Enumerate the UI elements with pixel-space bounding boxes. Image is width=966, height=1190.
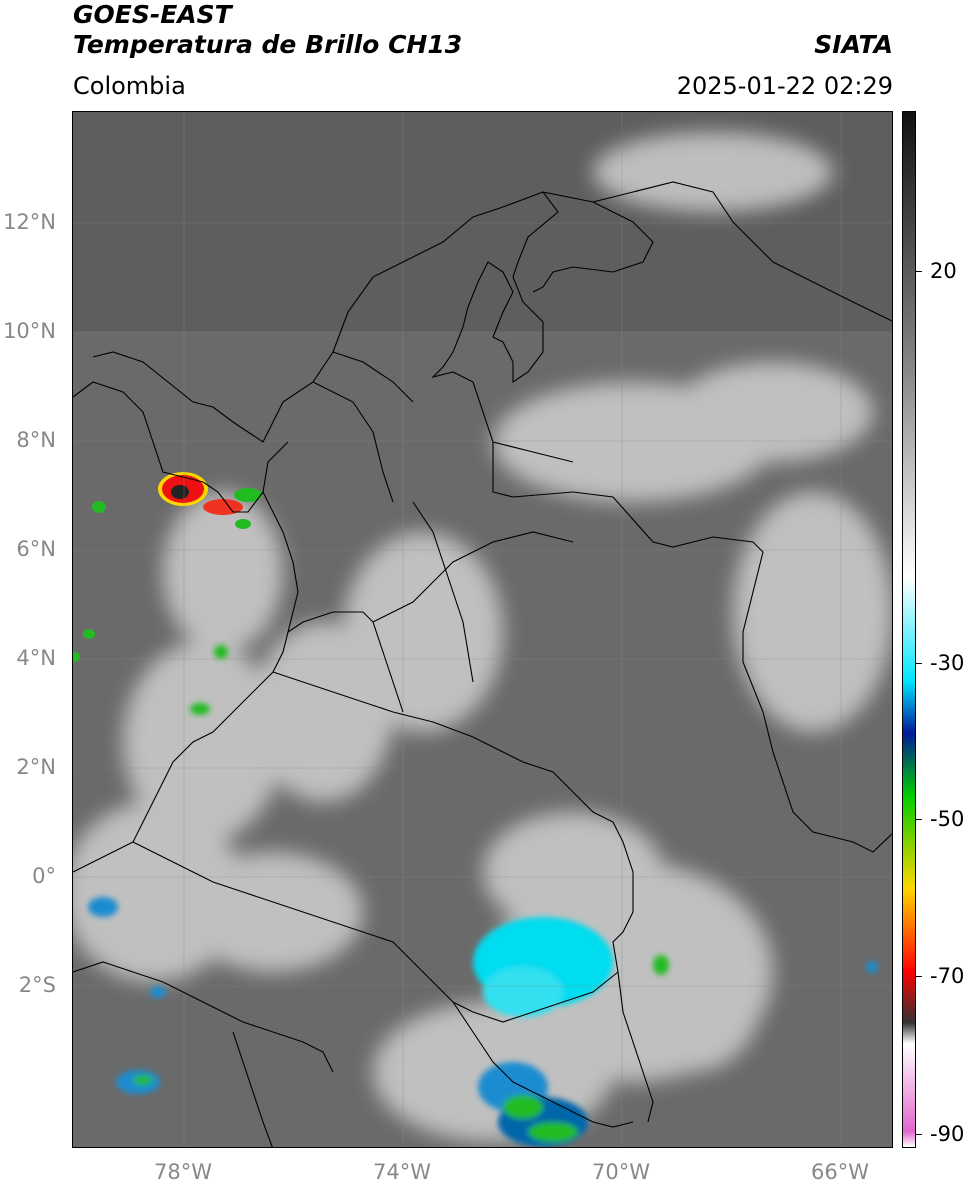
borders (73, 181, 892, 1147)
colorbar-label-20: 20 (930, 259, 957, 283)
colorbar-tick (916, 271, 922, 272)
colorbar-label-minus70: -70 (930, 964, 965, 988)
satellite-title: GOES-EAST (73, 0, 232, 29)
lat-label-2N: 2°N (16, 755, 56, 779)
colorbar-tick (916, 1134, 922, 1135)
lon-label-78W: 78°W (154, 1160, 212, 1184)
lon-label-74W: 74°W (373, 1160, 431, 1184)
region-label: Colombia (73, 72, 186, 100)
lon-label-70W: 70°W (592, 1160, 650, 1184)
lat-label-2S: 2°S (18, 973, 56, 997)
product-title: Temperatura de Brillo CH13 (73, 30, 463, 59)
colorbar (902, 111, 916, 1148)
colorbar-label-minus90: -90 (930, 1122, 965, 1146)
lat-label-6N: 6°N (16, 537, 56, 561)
colorbar-tick (916, 976, 922, 977)
colorbar-tick (916, 819, 922, 820)
graticule (73, 112, 892, 1147)
agency-label: SIATA (814, 30, 893, 59)
datetime-label: 2025-01-22 02:29 (676, 72, 893, 100)
lat-label-12N: 12°N (3, 210, 56, 234)
lat-label-0: 0° (32, 864, 56, 888)
lat-label-8N: 8°N (16, 428, 56, 452)
lat-label-4N: 4°N (16, 646, 56, 670)
cold-cloud-tops (88, 645, 878, 1147)
colorbar-tick (916, 663, 922, 664)
lon-label-66W: 66°W (811, 1160, 869, 1184)
colorbar-label-minus50: -50 (930, 807, 965, 831)
map-image (73, 112, 892, 1147)
lat-label-10N: 10°N (3, 319, 56, 343)
colorbar-label-minus30: -30 (930, 651, 965, 675)
satellite-map[interactable] (72, 111, 893, 1148)
